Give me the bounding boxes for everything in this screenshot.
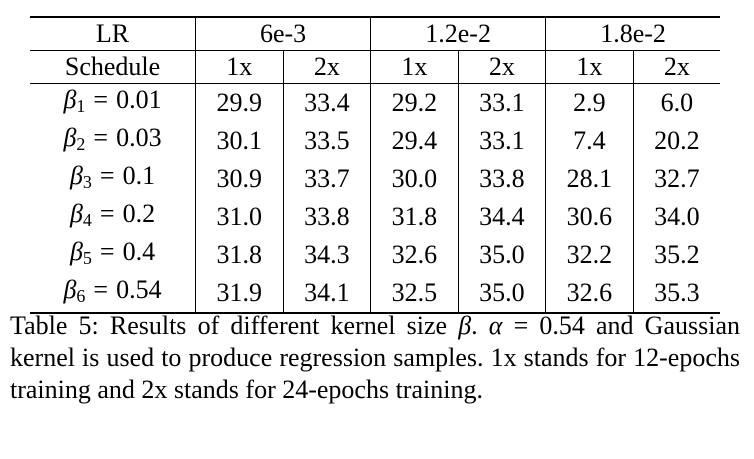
beta-value: 0.03 xyxy=(116,123,162,152)
table-cell: 29.4 xyxy=(370,122,459,160)
beta-equals: = xyxy=(93,123,109,152)
table-cell: 31.8 xyxy=(195,236,284,274)
table-cell: 2.9 xyxy=(545,83,634,122)
caption-part3: = 0.54 xyxy=(502,311,585,340)
table-cell: 35.0 xyxy=(458,274,547,314)
table-cell: 35.2 xyxy=(654,240,700,269)
schedule-col-6: 2x xyxy=(663,52,690,81)
table-body: β1 = 0.01 29.9 33.4 29.2 33.1 2.9 6.0 β2 = 0.03 30.1… xyxy=(30,83,720,314)
schedule-col-5: 1x xyxy=(545,50,634,84)
table-cell: 29.9 xyxy=(195,83,284,122)
table-row: β5 = 0.4 31.8 34.3 32.6 35.0 32.2 35.2 xyxy=(30,236,720,274)
table-row: β3 = 0.1 30.9 33.7 30.0 33.8 28.1 32.7 xyxy=(30,160,720,198)
table-cell: 33.8 xyxy=(283,198,372,236)
table-cell: 32.6 xyxy=(545,274,634,314)
beta-value: 0.4 xyxy=(122,237,156,266)
beta-symbol: β xyxy=(69,161,83,190)
beta-symbol: β xyxy=(69,199,83,228)
table-cell: 33.1 xyxy=(458,122,547,160)
row-label-beta: β3 = 0.1 xyxy=(30,160,197,198)
row-label-beta: β2 = 0.03 xyxy=(30,122,197,160)
header-row-schedule: Schedule 1x 2x 1x 2x 1x 2x xyxy=(30,50,720,84)
caption-beta: β xyxy=(458,311,472,340)
caption-part1: Table 5: Results of different kernel siz… xyxy=(10,311,459,340)
table-cell: 35.3 xyxy=(633,274,720,314)
table-cell: 33.7 xyxy=(283,160,372,198)
beta-symbol: β xyxy=(63,123,77,152)
table-cell: 34.1 xyxy=(283,274,372,314)
table-cell: 31.0 xyxy=(195,198,284,236)
table-cell: 30.0 xyxy=(370,160,459,198)
schedule-col-2: 2x xyxy=(283,50,372,84)
table-cell: 33.8 xyxy=(458,160,547,198)
beta-equals: = xyxy=(99,161,115,190)
table-cell: 7.4 xyxy=(545,122,634,160)
lr-label: LR xyxy=(30,16,197,51)
beta-index: 6 xyxy=(76,286,86,306)
lr-group-3: 1.8e-2 xyxy=(545,16,720,51)
caption-part4: and Gaussian kernel is used to produce r… xyxy=(10,311,741,404)
table-row: β2 = 0.03 30.1 33.5 29.4 33.1 7.4 20.2 xyxy=(30,122,720,160)
table-cell: 34.0 xyxy=(654,202,700,231)
table-cell: 28.1 xyxy=(545,160,634,198)
beta-value: 0.2 xyxy=(122,199,156,228)
beta-equals: = xyxy=(99,237,115,266)
beta-value: 0.01 xyxy=(116,85,162,114)
table-cell: 32.7 xyxy=(654,164,700,193)
table-cell: 31.9 xyxy=(195,274,284,314)
table-cell: 33.1 xyxy=(458,83,547,122)
beta-symbol: β xyxy=(63,275,77,304)
table-cell: 34.3 xyxy=(283,236,372,274)
caption-alpha: α xyxy=(488,311,503,340)
table-cell: 30.6 xyxy=(545,198,634,236)
header-row-lr: LR 6e-3 1.2e-2 1.8e-2 xyxy=(30,16,720,51)
schedule-col-1: 1x xyxy=(195,50,284,84)
row-label-beta: β6 = 0.54 xyxy=(30,274,197,314)
beta-index: 5 xyxy=(82,248,92,268)
beta-index: 3 xyxy=(82,172,92,192)
results-table: LR 6e-3 1.2e-2 1.8e-2 Schedule 1x 2x 1x … xyxy=(30,16,720,314)
beta-index: 2 xyxy=(76,134,86,154)
beta-index: 4 xyxy=(82,210,92,230)
row-label-beta: β4 = 0.2 xyxy=(30,198,197,236)
lr-group-1: 6e-3 xyxy=(195,16,372,51)
beta-symbol: β xyxy=(69,237,83,266)
beta-value: 0.1 xyxy=(122,161,156,190)
table-cell: 30.1 xyxy=(195,122,284,160)
table-cell: 35.0 xyxy=(458,236,547,274)
table-cell: 34.4 xyxy=(458,198,547,236)
table-cell: 29.2 xyxy=(370,83,459,122)
table-row: β1 = 0.01 29.9 33.4 29.2 33.1 2.9 6.0 xyxy=(30,83,720,122)
beta-equals: = xyxy=(99,199,115,228)
table-cell: 33.5 xyxy=(283,122,372,160)
table-cell: 32.2 xyxy=(545,236,634,274)
table-cell: 32.6 xyxy=(370,236,459,274)
table-cell: 6.0 xyxy=(633,83,720,122)
caption-part2: . xyxy=(471,311,489,340)
table-cell: 33.4 xyxy=(283,83,372,122)
table-cell: 30.9 xyxy=(195,160,284,198)
table-caption: Table 5: Results of different kernel siz… xyxy=(10,310,740,406)
row-label-beta: β1 = 0.01 xyxy=(30,83,197,122)
lr-group-2: 1.2e-2 xyxy=(370,16,547,51)
schedule-label: Schedule xyxy=(30,50,197,84)
row-label-beta: β5 = 0.4 xyxy=(30,236,197,274)
table-cell: 20.2 xyxy=(654,126,700,155)
schedule-col-3: 1x xyxy=(370,50,459,84)
beta-equals: = xyxy=(93,275,109,304)
table-cell: 31.8 xyxy=(370,198,459,236)
beta-symbol: β xyxy=(63,85,77,114)
table-cell: 32.5 xyxy=(370,274,459,314)
schedule-col-4: 2x xyxy=(458,50,547,84)
beta-equals: = xyxy=(93,85,109,114)
table-row: β4 = 0.2 31.0 33.8 31.8 34.4 30.6 34.0 xyxy=(30,198,720,236)
beta-value: 0.54 xyxy=(116,275,162,304)
beta-index: 1 xyxy=(76,96,86,116)
table-row: β6 = 0.54 31.9 34.1 32.5 35.0 32.6 35.3 xyxy=(30,274,720,314)
